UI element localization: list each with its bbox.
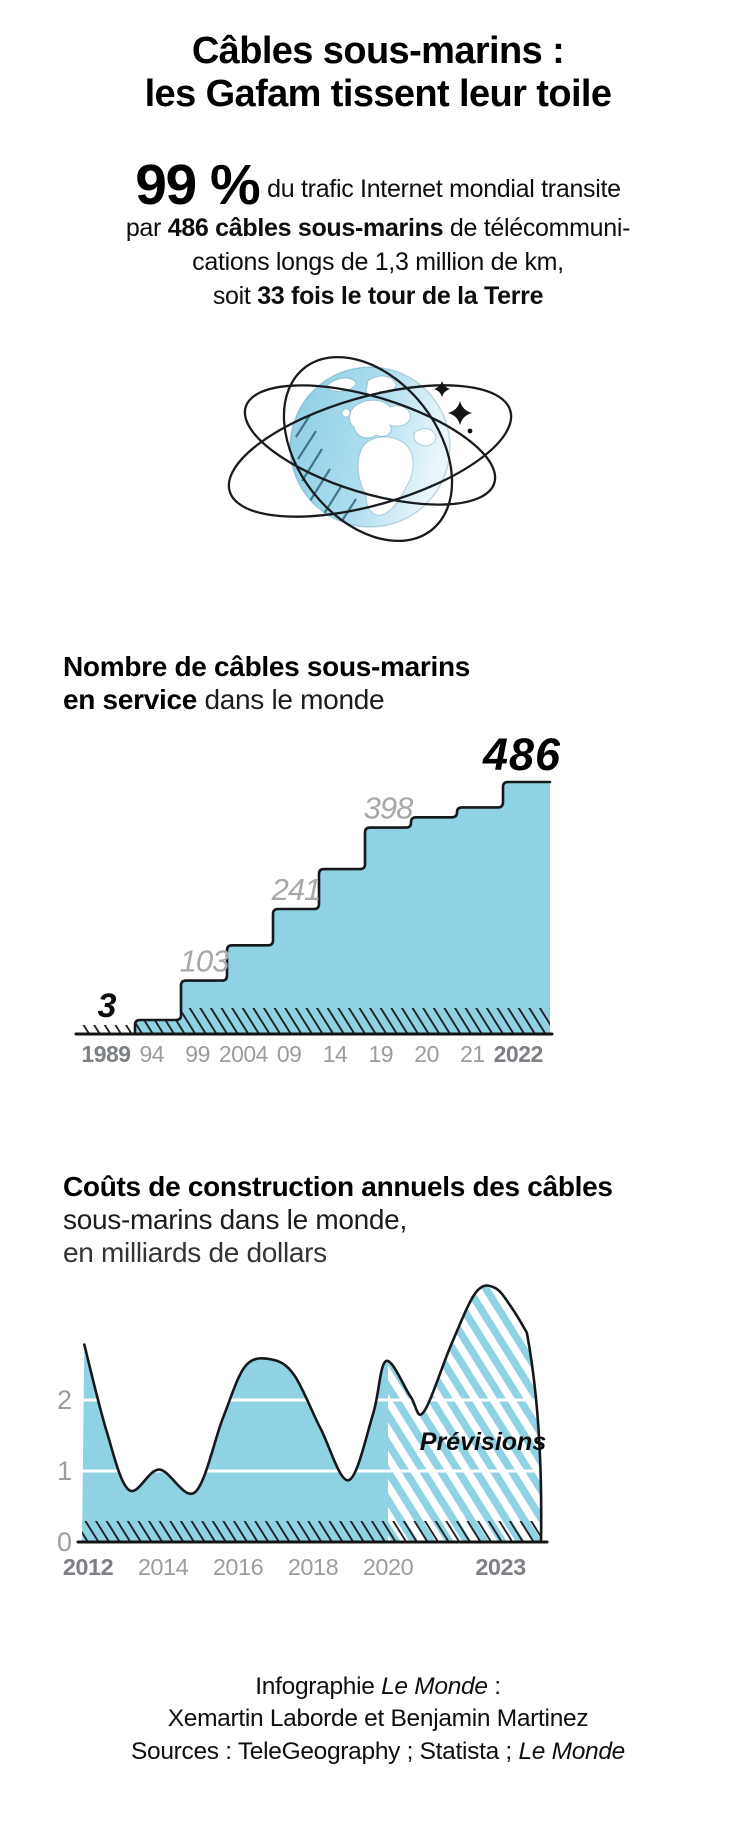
footer-line1-pre: Infographie [255,1673,382,1701]
x-tick-label: 21 [460,1041,485,1066]
cable-count-area [135,782,550,1035]
cable-orbits [227,356,513,543]
x-tick-label: 14 [323,1041,348,1066]
x-tick-label: 1989 [81,1041,130,1066]
page-title-line2: les Gafam tissent leur toile [144,72,612,115]
value-label: 241 [271,872,321,907]
x-tick-label: 2020 [363,1554,414,1580]
x-tick-label: 20 [414,1041,439,1066]
baseline-hatch [82,1521,542,1543]
x-tick-label: 2014 [138,1554,189,1580]
value-label: 398 [364,791,414,826]
baseline-hatch [135,1008,550,1035]
intro-line2-bold: 486 câbles sous-marins [167,214,444,243]
x-tick-label: 2004 [219,1041,269,1066]
x-tick-label: 2012 [63,1554,114,1580]
footer-line1-post: : [487,1673,501,1701]
value-label-first: 3 [98,987,117,1025]
x-tick-label: 09 [277,1041,302,1066]
chart1-title-line2-rest: dans le monde [197,684,385,716]
y-tick-label: 1 [57,1456,72,1486]
sparkle-icon [448,401,472,426]
value-label-last: 486 [482,729,560,780]
chart2-title: Coûts de construction annuels des câbles… [63,1170,756,1269]
chart2-title-line3: en milliards de dollars [63,1237,327,1269]
intro-line3: cations longs de 1,3 million de km, [192,248,564,277]
chart1-title: Nombre de câbles sous-marins en service … [63,650,756,716]
footer-line2: Xemartin Laborde et Benjamin Martinez [167,1705,589,1733]
cable-count-step-chart: 3 103 241 398 486 1989 94 99 2004 09 14 19 20 21 2022 [74,729,560,1066]
sparkles [434,381,473,434]
globe-illustration-wrap [218,329,538,564]
x-tick-label: 94 [140,1041,165,1066]
y-tick-label: 0 [57,1527,72,1557]
sparkle-icon [434,381,450,398]
chart2-title-line2: sous-marins dans le monde, [63,1204,407,1236]
x-tick-label: 2016 [213,1554,264,1580]
x-tick-label: 2018 [288,1554,339,1580]
value-label: 103 [180,944,229,979]
page-title-line1: Câbles sous-marins : [191,30,565,72]
forecast-label: Prévisions [420,1428,547,1456]
stat-99-percent: 99 % [135,152,260,217]
page-title: Câbles sous-marins : les Gafam tissent l… [20,30,736,116]
intro-line4-pre: soit [212,282,258,311]
intro-line1: du trafic Internet mondial transite [267,174,621,203]
footer-credits: Infographie Le Monde : Xemartin Laborde … [0,1671,756,1767]
intro-paragraph: 99 % du trafic Internet mondial transite … [33,156,723,313]
cable-count-outline [133,780,552,1036]
cost-area-outline [83,1284,543,1544]
continent-shape [413,428,437,447]
orbit-ellipse [227,384,513,519]
intro-line2-post: de télécommuni- [443,214,631,243]
infographic-page: { "colors": { "area_blue": "#8fd2e3", "g… [0,30,756,1830]
chart1-title-line2-bold: en service [63,684,197,716]
construction-costs-area-chart: Prévisions 0 1 2 2012 2014 2016 2018 2020 2023 [57,1284,549,1580]
continent-shape [341,408,351,418]
intro-line2-pre: par [125,214,168,243]
baseline-hatch-left [80,1025,136,1035]
footer-line1-italic: Le Monde [381,1673,488,1701]
x-tick-label: 99 [185,1041,210,1066]
orbit-ellipse [282,356,454,543]
continent-shape [349,399,411,439]
orbit-ellipse [243,384,497,506]
globe-illustration [227,356,513,543]
chart2-title-line1: Coûts de construction annuels des câbles [63,1171,613,1203]
footer-line3-italic: Le Monde [518,1737,626,1765]
x-tick-label: 2023 [475,1554,526,1580]
y-tick-label: 2 [57,1385,72,1415]
x-tick-label: 2022 [494,1041,543,1066]
sparkle-dot-icon [467,428,473,434]
chart1-title-line1: Nombre de câbles sous-marins [63,651,471,683]
x-tick-label: 19 [369,1041,394,1066]
footer-line3-pre: Sources : TeleGeography ; Statista ; [130,1737,519,1765]
intro-line4-bold: 33 fois le tour de la Terre [257,282,544,311]
